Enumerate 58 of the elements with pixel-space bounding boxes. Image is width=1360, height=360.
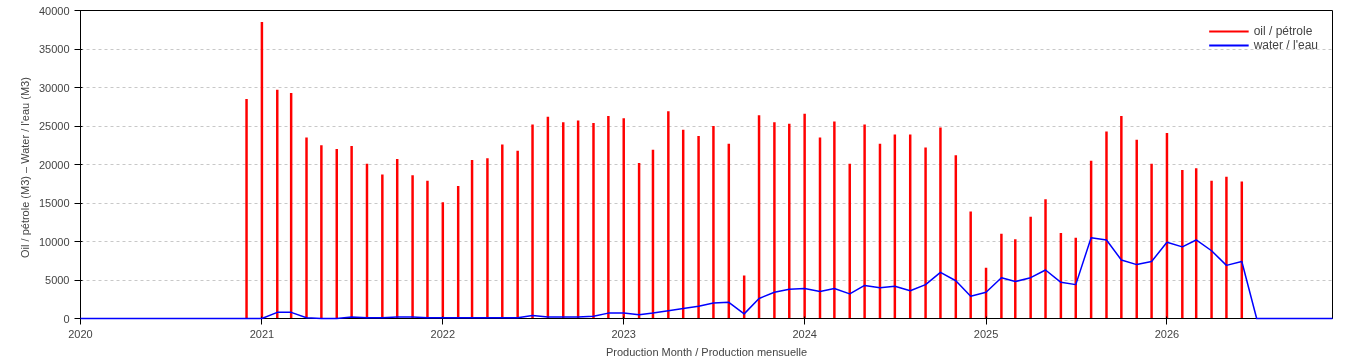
y-tick-label: 10000 xyxy=(38,235,70,248)
bar xyxy=(1105,131,1108,319)
x-tick-label: 2026 xyxy=(1154,327,1180,340)
bar xyxy=(411,175,414,319)
bar xyxy=(622,118,625,319)
y-tick-label: 0 xyxy=(63,312,70,325)
legend-label: oil / pétrole xyxy=(1253,24,1313,38)
y-tick-label: 15000 xyxy=(38,197,70,209)
bar xyxy=(276,89,279,319)
legend-label: water / l'eau xyxy=(1253,38,1318,52)
bar xyxy=(1150,163,1153,319)
x-tick-label: 2025 xyxy=(973,327,999,340)
bar xyxy=(1181,169,1184,319)
bar xyxy=(712,126,715,319)
bar xyxy=(863,124,866,319)
bar xyxy=(939,127,942,319)
bar xyxy=(1000,233,1003,319)
y-tick-label: 30000 xyxy=(38,81,70,94)
y-tick-label: 40000 xyxy=(38,4,70,17)
y-tick-label: 25000 xyxy=(38,120,70,132)
bar xyxy=(803,113,806,319)
x-tick-label: 2020 xyxy=(68,327,93,340)
bar xyxy=(667,111,670,319)
bar xyxy=(1225,176,1228,319)
bar xyxy=(697,136,700,319)
x-tick-label: 2024 xyxy=(792,327,817,340)
bar xyxy=(1210,180,1213,319)
bar xyxy=(592,122,595,319)
y-tick-label: 35000 xyxy=(38,43,70,55)
bar xyxy=(381,174,384,319)
bar xyxy=(245,99,248,319)
bar xyxy=(607,115,610,319)
x-tick-label: 2023 xyxy=(611,327,636,340)
bar xyxy=(773,122,776,319)
bar xyxy=(486,158,489,319)
bar xyxy=(833,121,836,319)
bar xyxy=(516,150,519,319)
bar xyxy=(1120,115,1123,319)
bar xyxy=(320,145,323,319)
x-tick-label: 2021 xyxy=(249,327,275,340)
bar xyxy=(969,211,972,319)
bar xyxy=(350,146,353,319)
bar xyxy=(426,180,429,319)
bar xyxy=(1135,139,1138,319)
y-tick-label: 5000 xyxy=(45,274,70,286)
bar xyxy=(305,137,308,319)
bar xyxy=(1014,239,1017,319)
y-tick-label: 20000 xyxy=(38,158,70,171)
bar xyxy=(924,147,927,319)
bar xyxy=(1029,216,1032,319)
line-series xyxy=(79,236,1334,320)
bar xyxy=(1044,199,1047,319)
y-axis-title: Oil / pétrole (M3) – Water / l'eau (M3) xyxy=(18,77,31,258)
x-axis-title: Production Month / Production mensuelle xyxy=(605,345,808,358)
bar xyxy=(788,123,791,319)
bar xyxy=(501,144,504,319)
bar xyxy=(531,124,534,319)
x-tick-label: 2022 xyxy=(430,327,456,340)
